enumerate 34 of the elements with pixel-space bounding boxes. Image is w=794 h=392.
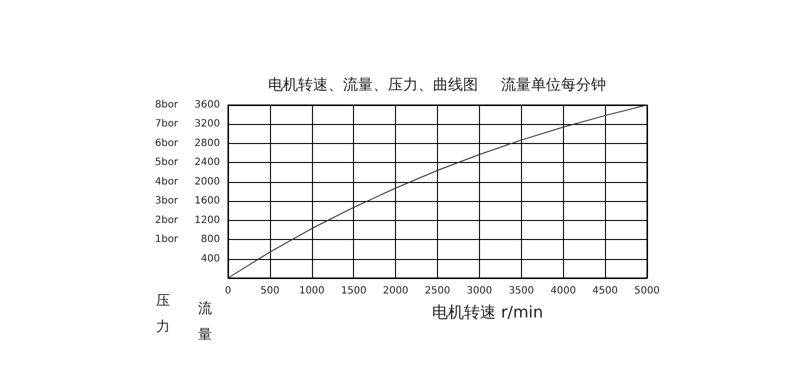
y-tick-label: 2000 bbox=[194, 176, 220, 188]
x-tick-label: 4000 bbox=[550, 286, 576, 296]
x-tick-label: 1000 bbox=[299, 286, 325, 296]
y2-tick-label: 6bor bbox=[155, 138, 179, 149]
y-axis-title: 流量 bbox=[198, 300, 212, 343]
y-tick-label: 1600 bbox=[194, 196, 220, 207]
y2-tick-label: 7bor bbox=[155, 118, 179, 130]
x-tick-label: 3000 bbox=[466, 286, 492, 296]
x-tick-label: 2000 bbox=[382, 286, 408, 296]
chart-subtitle: 流量单位每分钟 bbox=[501, 76, 606, 94]
y-tick-label: 800 bbox=[200, 234, 220, 246]
y2-tick-label: 5bor bbox=[155, 157, 179, 168]
x-tick-label: 3500 bbox=[508, 286, 534, 296]
y-tick-label: 2400 bbox=[194, 157, 220, 168]
x-tick-label: 1500 bbox=[340, 286, 366, 296]
chart-title: 电机转速、流量、压力、曲线图 bbox=[268, 76, 478, 94]
y-tick-label: 400 bbox=[200, 253, 220, 264]
y2-tick-label: 3bor bbox=[155, 196, 179, 207]
y-tick-label: 3600 bbox=[194, 100, 220, 110]
y-tick-label: 1200 bbox=[194, 214, 220, 226]
x-axis-title: 电机转速 r/min bbox=[432, 302, 544, 322]
x-tick-label: 4500 bbox=[592, 286, 618, 296]
x-tick-label: 2500 bbox=[424, 286, 450, 296]
x-tick-label: 500 bbox=[260, 286, 280, 296]
line-series bbox=[228, 104, 648, 278]
x-tick-label: 0 bbox=[224, 286, 232, 296]
y2-tick-label: 8bor bbox=[155, 100, 179, 110]
y-tick-label: 3200 bbox=[194, 118, 220, 130]
y2-axis-title: 压力 bbox=[156, 293, 170, 335]
y2-tick-label: 4bor bbox=[155, 176, 179, 188]
y2-tick-label: 2bor bbox=[155, 214, 179, 226]
y2-tick-label: 1bor bbox=[155, 234, 179, 246]
y-tick-label: 2800 bbox=[194, 138, 220, 149]
x-tick-label: 5000 bbox=[634, 286, 660, 296]
